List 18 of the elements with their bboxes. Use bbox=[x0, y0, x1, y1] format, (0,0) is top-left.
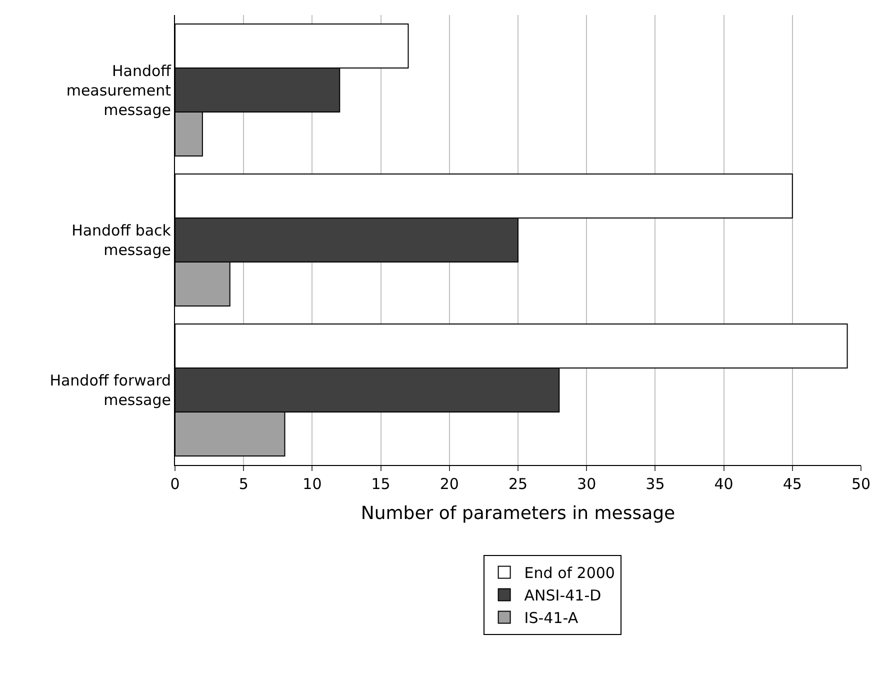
x-tick-label: 40 bbox=[714, 475, 734, 493]
x-tick-label: 10 bbox=[302, 475, 322, 493]
x-tick-label: 30 bbox=[577, 475, 596, 493]
x-tick-label: 45 bbox=[782, 475, 802, 493]
x-tick-label: 5 bbox=[238, 475, 248, 493]
legend-label: End of 2000 bbox=[524, 564, 615, 582]
legend-label: ANSI-41-D bbox=[524, 586, 602, 605]
y-tick-label: Handoff forward message bbox=[50, 372, 171, 409]
x-tick-label: 15 bbox=[371, 475, 390, 493]
x-tick-label: 20 bbox=[440, 475, 459, 493]
legend-label: IS-41-A bbox=[524, 609, 579, 628]
x-tick-label: 50 bbox=[851, 475, 871, 493]
x-tick-label: 35 bbox=[646, 475, 665, 493]
x-tick-label: 0 bbox=[170, 475, 180, 493]
x-axis-title: Number of parameters in message bbox=[360, 503, 676, 524]
y-tick-label: Handoff measurement message bbox=[66, 62, 172, 119]
y-tick-label: Handoff back message bbox=[72, 222, 172, 259]
x-tick-label: 25 bbox=[508, 475, 528, 493]
